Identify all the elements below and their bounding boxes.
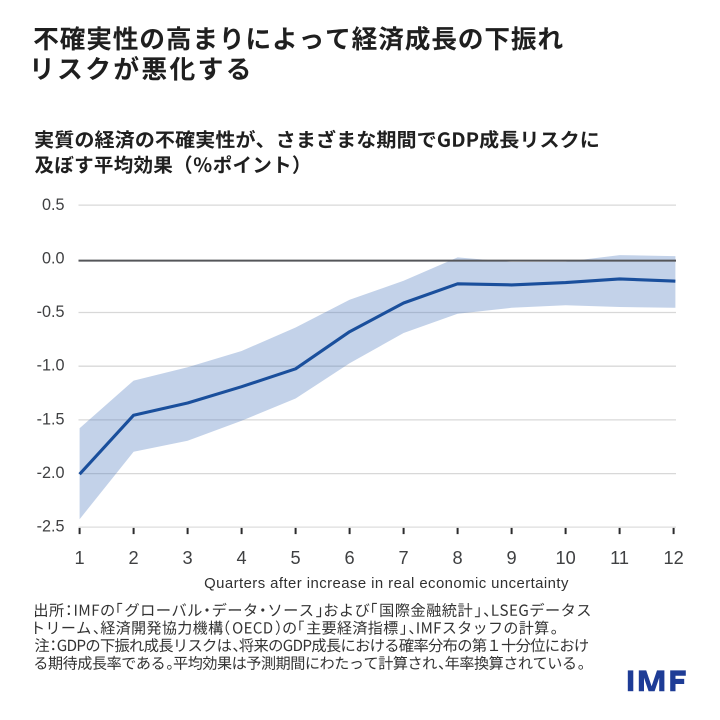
- svg-text:-2.5: -2.5: [37, 518, 65, 536]
- svg-text:10: 10: [555, 548, 575, 568]
- svg-text:0.0: 0.0: [42, 249, 65, 267]
- svg-text:11: 11: [610, 548, 629, 568]
- svg-text:-1.0: -1.0: [37, 357, 65, 375]
- svg-text:1: 1: [75, 548, 85, 568]
- svg-text:-2.0: -2.0: [37, 464, 65, 482]
- svg-text:12: 12: [663, 548, 683, 568]
- svg-text:-1.5: -1.5: [37, 410, 65, 428]
- svg-text:7: 7: [399, 548, 409, 568]
- svg-text:Quarters after increase in rea: Quarters after increase in real economic…: [204, 576, 569, 592]
- svg-text:5: 5: [291, 548, 301, 568]
- svg-text:3: 3: [183, 548, 193, 568]
- svg-text:2: 2: [129, 548, 139, 568]
- svg-text:4: 4: [237, 548, 247, 568]
- svg-text:9: 9: [507, 548, 517, 568]
- svg-text:6: 6: [345, 548, 355, 568]
- svg-text:8: 8: [453, 548, 463, 568]
- svg-text:-0.5: -0.5: [37, 303, 65, 321]
- svg-text:0.5: 0.5: [42, 196, 65, 214]
